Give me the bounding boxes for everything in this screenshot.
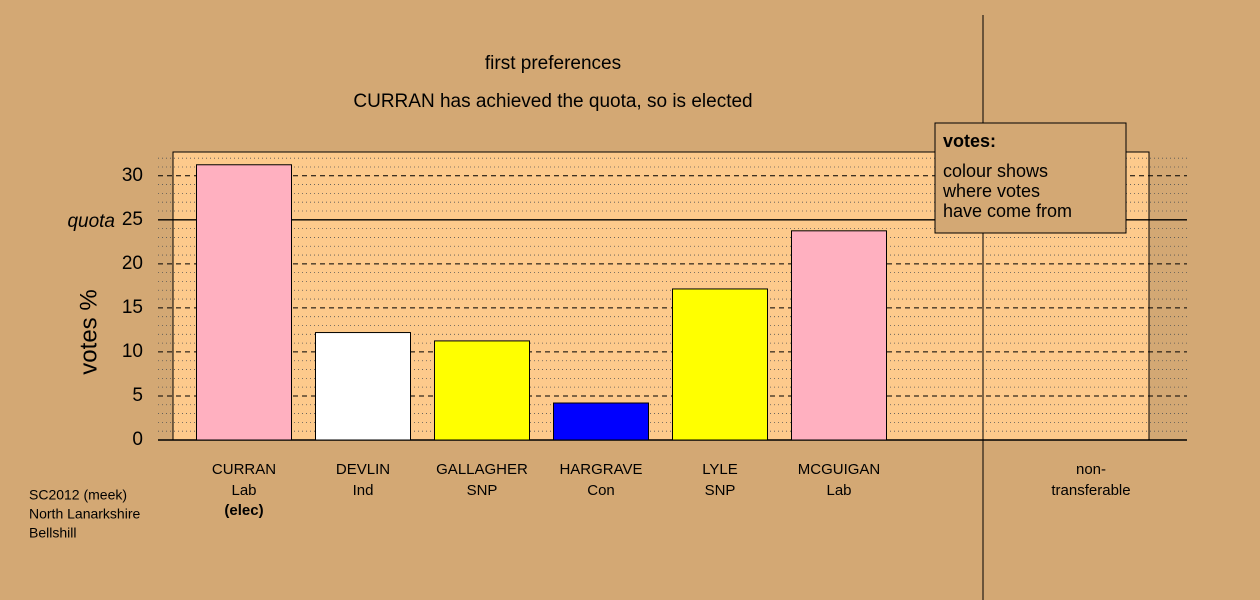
- footer-text: Bellshill: [29, 525, 76, 541]
- x-tick-label: CURRAN: [212, 461, 276, 478]
- status-label: (elec): [224, 502, 263, 519]
- quota-label: quota: [67, 211, 115, 232]
- legend-box: [934, 122, 1127, 234]
- party-label: transferable: [1051, 482, 1130, 499]
- bar: [791, 230, 887, 441]
- y-tick-label: 15: [122, 297, 143, 318]
- legend-text: where votes: [942, 181, 1040, 201]
- bar: [434, 340, 530, 441]
- party-label: Lab: [231, 482, 256, 499]
- bar: [315, 332, 411, 441]
- party-label: SNP: [705, 482, 736, 499]
- bar: [672, 288, 768, 441]
- x-tick-label: HARGRAVE: [559, 461, 642, 478]
- party-label: Lab: [826, 482, 851, 499]
- y-tick-label: 30: [122, 165, 143, 186]
- x-tick-label: LYLE: [702, 461, 738, 478]
- footer-text: SC2012 (meek): [29, 487, 127, 503]
- y-axis-label: votes %: [75, 289, 102, 374]
- party-label: Ind: [353, 482, 374, 499]
- x-tick-label: MCGUIGAN: [798, 461, 881, 478]
- bar: [196, 164, 292, 441]
- party-label: SNP: [467, 482, 498, 499]
- y-tick-label: 20: [122, 253, 143, 274]
- x-tick-label: GALLAGHER: [436, 461, 528, 478]
- x-tick-label: non-: [1076, 461, 1106, 478]
- chart-title: first preferences: [485, 53, 621, 74]
- legend-text: colour shows: [943, 161, 1048, 181]
- legend-title: votes:: [943, 131, 996, 151]
- chart-subtitle: CURRAN has achieved the quota, so is ele…: [353, 91, 752, 112]
- bar: [553, 402, 649, 441]
- y-tick-label: 5: [132, 385, 143, 406]
- legend-text: have come from: [943, 201, 1072, 221]
- marks: 0 5 10 15 20 25 30 quota CURRAN Lab (elec) DEVLIN In…: [67, 157, 1187, 519]
- y-tick-label: 25: [122, 209, 143, 230]
- y-tick-label: 10: [122, 341, 143, 362]
- footer-text: North Lanarkshire: [29, 506, 140, 522]
- party-label: Con: [587, 482, 615, 499]
- x-tick-label: DEVLIN: [336, 461, 390, 478]
- y-tick-label: 0: [132, 429, 143, 450]
